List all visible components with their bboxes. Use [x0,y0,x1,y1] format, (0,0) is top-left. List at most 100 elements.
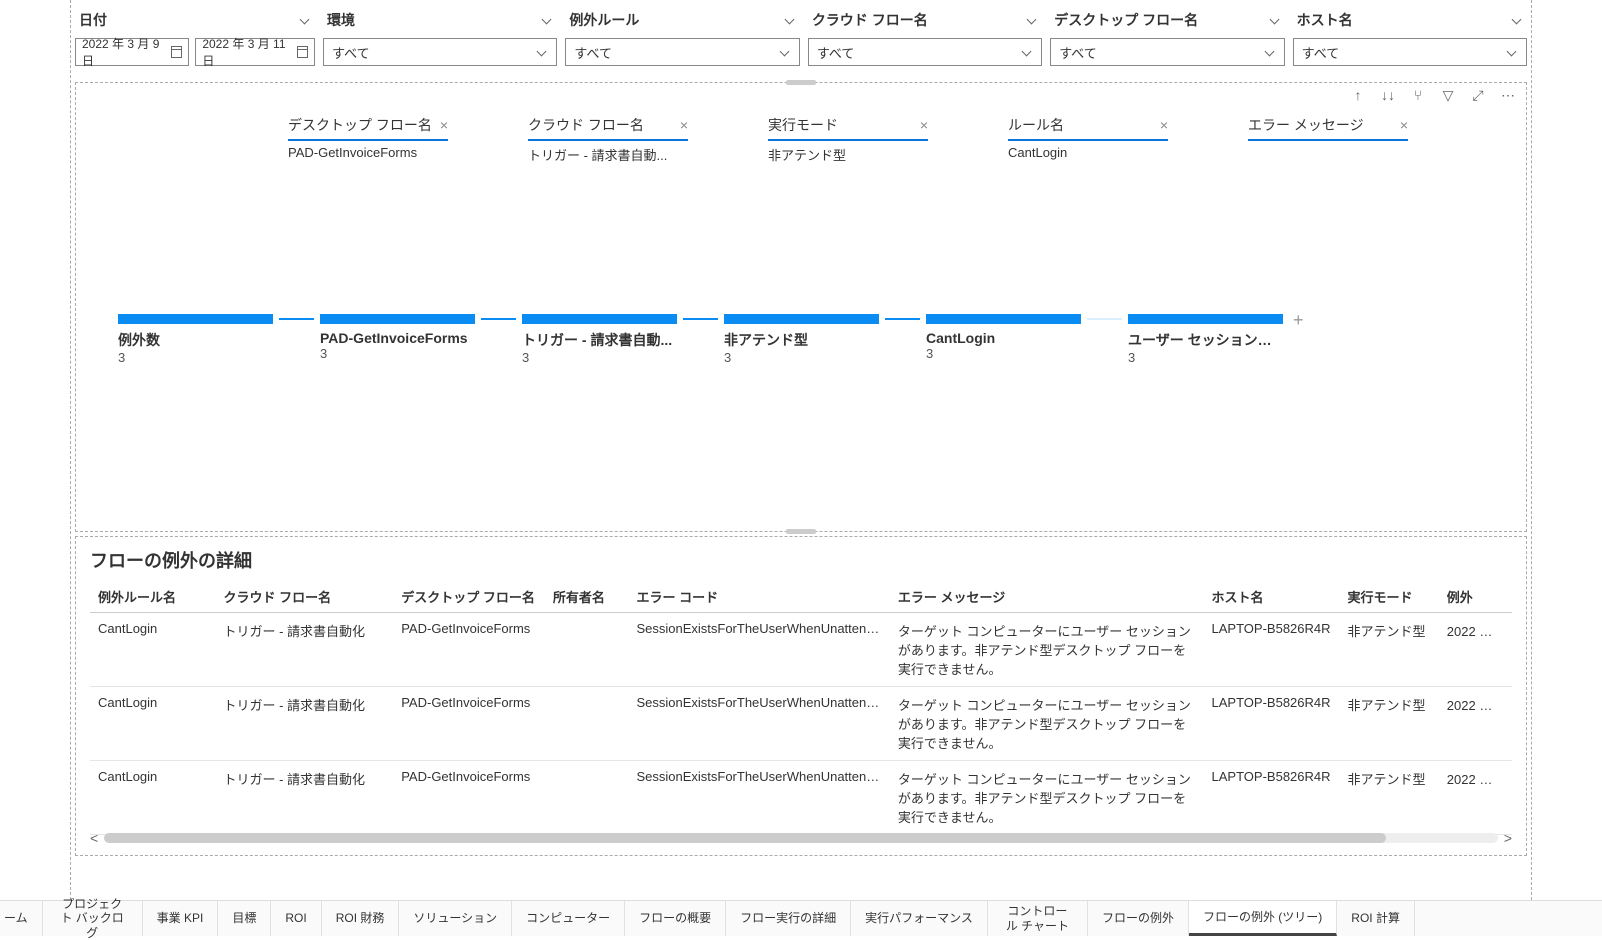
flow-node[interactable]: ユーザー セッションがあります... 3 [1128,314,1283,365]
col-error-msg[interactable]: エラー メッセージ [890,581,1204,613]
page-tab[interactable]: 実行パフォーマンス [851,901,988,936]
page-tab[interactable]: コンピューター [512,901,625,936]
flow-node-root[interactable]: 例外数 3 [118,314,273,365]
filter-cloud-dropdown[interactable]: すべて [808,38,1042,66]
page-tab[interactable]: コントロール チャート [988,901,1088,936]
table-cell: LAPTOP-B5826R4R [1204,613,1340,687]
close-icon[interactable]: × [680,117,688,133]
splitter-handle[interactable] [786,529,816,534]
filter-icon[interactable]: ▽ [1440,87,1456,103]
page-tab[interactable]: プロジェクト バックログ [43,901,143,936]
page-tab[interactable]: ROI 財務 [322,901,400,936]
table-cell: CantLogin [90,613,215,687]
filter-cloud-header[interactable]: クラウド フロー名 [808,8,1042,32]
horizontal-scrollbar[interactable]: < > [90,831,1512,845]
close-icon[interactable]: × [1160,117,1168,133]
scroll-thumb[interactable] [104,833,1386,843]
more-icon[interactable]: ⋯ [1500,87,1516,103]
scroll-right-icon[interactable]: > [1504,830,1512,846]
tree-region: ↑ ↓↓ ⑂ ▽ ⤢ ⋯ デスクトップ フロー名 × PAD-GetInvoic… [75,82,1527,532]
filter-host-value: すべて [1302,43,1340,62]
page-tab[interactable]: ソリューション [399,901,512,936]
flow-node-label: CantLogin [926,330,1081,346]
page-tab[interactable]: ROI [271,901,321,936]
filter-rule-dropdown[interactable]: すべて [565,38,799,66]
filter-env-dropdown[interactable]: すべて [323,38,557,66]
filter-date-header[interactable]: 日付 [75,8,315,32]
filter-rule-header[interactable]: 例外ルール [565,8,799,32]
calendar-icon [171,46,182,58]
col-error-code[interactable]: エラー コード [628,581,889,613]
flow-node[interactable]: トリガー - 請求書自動... 3 [522,314,677,365]
table-cell: 2022 年 3 . [1439,687,1512,761]
page-tab[interactable]: フロー実行の詳細 [726,901,851,936]
table-row[interactable]: CantLoginトリガー - 請求書自動化PAD-GetInvoiceForm… [90,613,1512,687]
flow-node[interactable]: PAD-GetInvoiceForms 3 [320,314,475,361]
date-from-input[interactable]: 2022 年 3 月 9 日 [75,38,189,66]
drill-down-icon[interactable]: ↓↓ [1380,87,1396,103]
close-icon[interactable]: × [920,117,928,133]
page-tab[interactable]: フローの例外 [1088,901,1189,936]
focus-icon[interactable]: ⤢ [1470,87,1486,103]
page-tab[interactable]: フローの概要 [625,901,726,936]
splitter-handle[interactable] [786,80,816,85]
filter-host-header[interactable]: ホスト名 [1293,8,1527,32]
filters-row: 日付 2022 年 3 月 9 日 2022 年 3 月 11 日 環境 [71,8,1531,78]
chip-value: トリガー - 請求書自動... [528,145,688,164]
flow-node-label: トリガー - 請求書自動... [522,330,677,350]
table-cell: CantLogin [90,761,215,835]
filter-desktop-dropdown[interactable]: すべて [1050,38,1284,66]
col-mode[interactable]: 実行モード [1339,581,1438,613]
page-tab[interactable]: ROI 計算 [1337,901,1415,936]
col-desktop-flow[interactable]: デスクトップ フロー名 [393,581,545,613]
col-cloud-flow[interactable]: クラウド フロー名 [215,581,393,613]
filter-rule-label: 例外ルール [569,10,639,30]
close-icon[interactable]: × [440,117,448,133]
chip-header: デスクトップ フロー名 × [288,115,448,141]
table-cell [545,761,629,835]
table-row[interactable]: CantLoginトリガー - 請求書自動化PAD-GetInvoiceForm… [90,687,1512,761]
page-tab[interactable]: 目標 [218,901,271,936]
scroll-left-icon[interactable]: < [90,830,98,846]
col-owner[interactable]: 所有者名 [545,581,629,613]
table-body: CantLoginトリガー - 請求書自動化PAD-GetInvoiceForm… [90,613,1512,835]
table-cell: PAD-GetInvoiceForms [393,613,545,687]
chip-value: 非アテンド型 [768,145,928,164]
filter-date-label: 日付 [79,10,107,30]
scroll-track[interactable] [104,833,1498,843]
table-cell: トリガー - 請求書自動化 [215,613,393,687]
expand-next-icon[interactable]: ⑂ [1410,87,1426,103]
filter-host: ホスト名 すべて [1293,8,1527,66]
filter-desktop-header[interactable]: デスクトップ フロー名 [1050,8,1284,32]
date-to-input[interactable]: 2022 年 3 月 11 日 [195,38,315,66]
table-cell: トリガー - 請求書自動化 [215,687,393,761]
table-cell: SessionExistsForTheUserWhenUnattended [628,761,889,835]
filter-host-dropdown[interactable]: すべて [1293,38,1527,66]
page-tab[interactable]: フローの例外 (ツリー) [1189,901,1337,936]
chevron-down-icon [1021,46,1033,58]
page-tab[interactable]: 事業 KPI [143,901,219,936]
page-tab[interactable]: ーム [0,901,43,936]
filter-rule: 例外ルール すべて [565,8,799,66]
col-host[interactable]: ホスト名 [1204,581,1340,613]
chevron-down-icon [1269,14,1281,26]
flow-connector [1087,318,1122,320]
add-level-icon[interactable]: + [1293,310,1304,331]
filter-env-header[interactable]: 環境 [323,8,557,32]
col-exception[interactable]: 例外 [1439,581,1512,613]
flow-bar [522,314,677,324]
flow-node-count: 3 [522,350,677,365]
col-rule-name[interactable]: 例外ルール名 [90,581,215,613]
dashboard-area: 日付 2022 年 3 月 9 日 2022 年 3 月 11 日 環境 [70,0,1532,900]
flow-node[interactable]: CantLogin 3 [926,314,1081,361]
chip-header: クラウド フロー名 × [528,115,688,141]
table-cell: ターゲット コンピューターにユーザー セッションがあります。非アテンド型デスクト… [890,613,1204,687]
flow-node-label: 非アテンド型 [724,330,879,350]
table-cell: SessionExistsForTheUserWhenUnattended [628,687,889,761]
table-row[interactable]: CantLoginトリガー - 請求書自動化PAD-GetInvoiceForm… [90,761,1512,835]
flow-node[interactable]: 非アテンド型 3 [724,314,879,365]
close-icon[interactable]: × [1400,117,1408,133]
drill-up-icon[interactable]: ↑ [1350,87,1366,103]
table-cell: PAD-GetInvoiceForms [393,687,545,761]
chip-error-message: エラー メッセージ × [1248,115,1408,164]
